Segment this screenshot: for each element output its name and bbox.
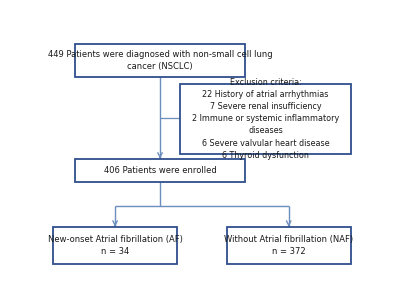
Text: Without Atrial fibrillation (NAF)
n = 372: Without Atrial fibrillation (NAF) n = 37… — [224, 235, 353, 256]
Text: 406 Patients were enrolled: 406 Patients were enrolled — [104, 166, 216, 175]
Text: New-onset Atrial fibrillation (AF)
n = 34: New-onset Atrial fibrillation (AF) n = 3… — [48, 235, 182, 256]
FancyBboxPatch shape — [180, 84, 351, 154]
Text: 449 Patients were diagnosed with non-small cell lung
cancer (NSCLC): 449 Patients were diagnosed with non-sma… — [48, 49, 272, 71]
FancyBboxPatch shape — [227, 227, 351, 264]
FancyBboxPatch shape — [53, 227, 177, 264]
FancyBboxPatch shape — [75, 44, 245, 77]
FancyBboxPatch shape — [75, 159, 245, 182]
Text: Exclusion criteria:
22 History of atrial arrhythmias
7 Severe renal insufficienc: Exclusion criteria: 22 History of atrial… — [192, 78, 339, 160]
